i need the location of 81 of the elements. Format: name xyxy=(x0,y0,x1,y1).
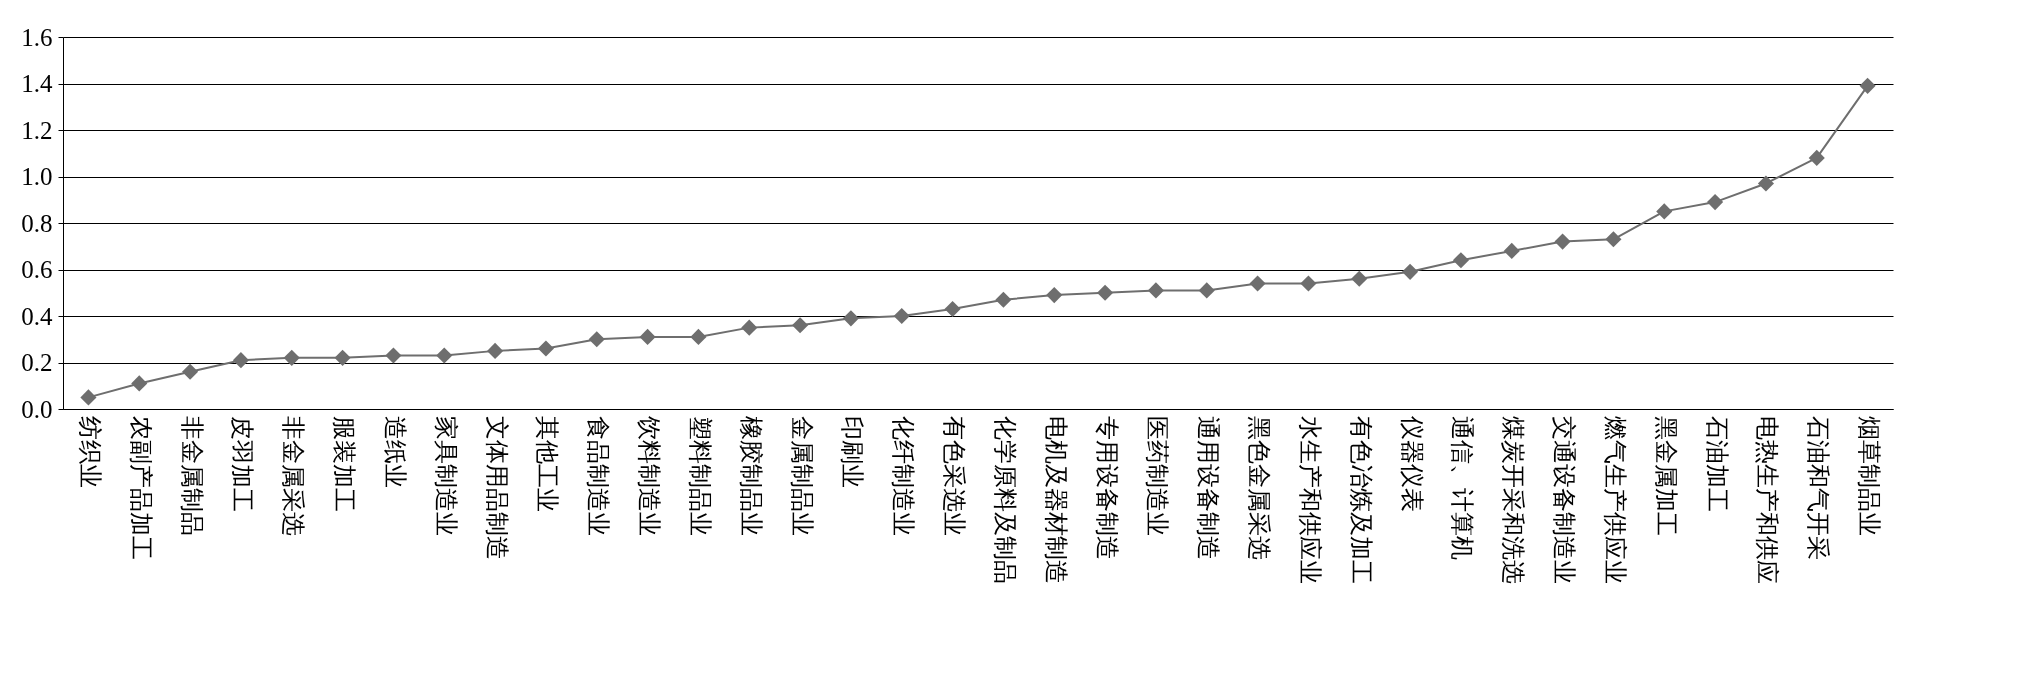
x-tick-label: 通用设备制造 xyxy=(1195,415,1222,560)
x-tick-label: 印刷业 xyxy=(839,415,866,488)
x-tick-label: 黑金属加工 xyxy=(1652,415,1679,536)
x-tick-label: 仪器仪表 xyxy=(1398,415,1425,512)
x-tick-label: 医药制造业 xyxy=(1144,415,1171,536)
x-tick-label: 石油和气开采 xyxy=(1805,415,1832,560)
y-tick-label: 1.0 xyxy=(21,163,53,190)
x-tick-label: 交通设备制造业 xyxy=(1551,415,1578,584)
point xyxy=(842,310,859,327)
x-tick-label: 金属制品业 xyxy=(788,415,815,536)
x-tick-label: 其他工业 xyxy=(534,415,561,512)
y-tick-label: 0.4 xyxy=(21,302,53,330)
x-tick-label: 塑料制品业 xyxy=(686,415,713,536)
point xyxy=(385,347,402,364)
x-tick-label: 黑色金属采选 xyxy=(1246,415,1273,560)
x-tick-label: 煤炭开采和洗选 xyxy=(1500,415,1527,584)
point xyxy=(232,352,249,369)
point xyxy=(1808,149,1825,166)
x-tick-label: 造纸业 xyxy=(381,415,408,488)
x-tick-label: 通信、计算机 xyxy=(1449,415,1476,560)
x-tick-label: 烟草制品业 xyxy=(1856,415,1883,536)
point xyxy=(1554,233,1571,250)
point xyxy=(283,349,300,366)
point xyxy=(1046,287,1063,304)
point xyxy=(1503,242,1520,259)
y-tick-label: 1.2 xyxy=(21,116,53,144)
x-tick-label: 专用设备制造 xyxy=(1093,415,1120,560)
point xyxy=(1452,252,1469,269)
point xyxy=(1097,284,1114,301)
point xyxy=(131,375,148,392)
point xyxy=(1707,194,1724,211)
point xyxy=(1300,275,1317,292)
point xyxy=(741,319,758,336)
x-tick-label: 饮料制造业 xyxy=(636,414,663,536)
point xyxy=(537,340,554,357)
point xyxy=(436,347,453,364)
point xyxy=(639,328,656,345)
x-tick-label: 文体用品制造 xyxy=(483,415,510,560)
point xyxy=(944,300,961,318)
point xyxy=(1402,263,1419,280)
y-tick-label: 0.6 xyxy=(21,256,53,283)
point xyxy=(995,291,1012,308)
x-tick-label: 化纤制造业 xyxy=(890,415,917,536)
x-tick-label: 食品制造业 xyxy=(585,415,612,536)
y-tick-label: 0.0 xyxy=(21,395,53,423)
point xyxy=(792,317,809,334)
point xyxy=(334,349,351,366)
x-tick-label: 家具制造业 xyxy=(432,415,459,536)
x-tick-label: 非金属制品 xyxy=(178,415,205,536)
y-tick-label: 1.4 xyxy=(21,70,53,97)
x-tick-label: 有色采选业 xyxy=(941,415,968,536)
x-tick-label: 石油加工 xyxy=(1703,415,1730,512)
x-tick-label: 服装加工 xyxy=(331,415,358,512)
y-tick-label: 0.8 xyxy=(21,209,53,237)
point xyxy=(690,328,707,345)
point xyxy=(588,331,605,348)
point xyxy=(1605,231,1622,248)
point xyxy=(1147,282,1164,299)
point xyxy=(182,363,199,380)
point xyxy=(1757,175,1774,192)
x-tick-label: 纺织业 xyxy=(76,415,103,488)
point xyxy=(1859,77,1876,94)
point xyxy=(893,307,910,325)
point xyxy=(1351,270,1368,287)
x-tick-label: 皮羽加工 xyxy=(229,415,256,512)
y-tick-label: 0.2 xyxy=(21,349,53,376)
x-tick-label: 水生产和供应业 xyxy=(1296,415,1323,584)
x-tick-label: 化学原料及制品 xyxy=(991,415,1018,584)
x-tick-label: 电热生产和供应 xyxy=(1754,415,1781,584)
x-tick-label: 燃气生产供应业 xyxy=(1601,415,1628,584)
x-tick-label: 电机及器材制造 xyxy=(1042,415,1069,584)
x-tick-label: 非金属采选 xyxy=(280,415,307,536)
x-tick-label: 农副产品加工 xyxy=(127,415,154,560)
x-tick-label: 橡胶制品业 xyxy=(737,415,764,536)
point xyxy=(1656,203,1673,220)
point xyxy=(80,389,97,406)
x-tick-label: 有色冶炼及加工 xyxy=(1347,415,1374,584)
point xyxy=(1198,282,1215,299)
point xyxy=(1249,275,1266,292)
y-tick-label: 1.6 xyxy=(21,23,53,51)
point xyxy=(487,342,504,359)
